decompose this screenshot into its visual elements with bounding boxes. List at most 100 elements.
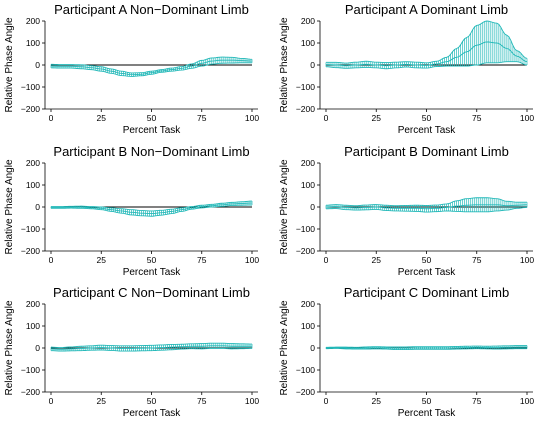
x-tick-label: 100 [520,113,534,123]
x-tick-label: 75 [472,396,482,406]
y-tick-label: −100 [296,82,315,92]
x-tick-label: 0 [49,396,54,406]
x-tick-label: 0 [324,396,329,406]
y-tick-label: 200 [26,299,40,309]
panel-title: Participant C Dominant Limb [344,285,509,300]
x-tick-label: 100 [245,113,259,123]
x-axis-label: Percent Task [123,267,182,278]
x-tick-label: 50 [147,113,157,123]
y-axis-label: Relative Phase Angle [279,159,290,255]
x-tick-label: 25 [372,113,382,123]
y-tick-label: −200 [296,246,315,256]
x-axis-label: Percent Task [398,408,457,419]
upper-sd-line [50,342,253,349]
panel-2: Participant A Dominant Limb 200 100 0 −100 −2… [279,2,534,136]
y-tick-label: −100 [296,224,315,234]
lower-sd-line [51,204,253,217]
y-tick-label: 100 [26,321,40,331]
y-tick-label: 0 [35,60,40,70]
x-tick-label: 25 [97,113,107,123]
y-tick-label: 200 [301,16,315,26]
y-tick-label: −200 [296,387,315,397]
upper-sd-line [326,20,528,64]
panel-title: Participant A Dominant Limb [345,2,508,17]
y-tick-label: 0 [310,343,315,353]
x-tick-label: 100 [520,396,534,406]
y-tick-label: 0 [35,343,40,353]
x-tick-label: 25 [372,396,382,406]
x-axis-label: Percent Task [398,267,457,278]
x-tick-label: 75 [197,396,207,406]
y-axis-label: Relative Phase Angle [279,17,290,113]
mean-line [325,204,528,210]
lower-sd-line [50,347,253,352]
y-tick-label: 0 [310,60,315,70]
y-tick-label: 100 [26,38,40,48]
x-tick-label: 75 [472,255,482,265]
error-bars [50,343,253,352]
y-tick-label: 200 [26,158,40,168]
x-tick-label: 0 [49,113,54,123]
y-tick-label: −200 [21,104,40,114]
x-tick-label: 50 [147,255,157,265]
mean-line [50,59,253,76]
y-tick-label: −100 [21,224,40,234]
y-tick-label: −200 [21,246,40,256]
x-tick-label: 50 [422,396,432,406]
y-axis-label: Relative Phase Angle [4,300,15,396]
y-tick-label: −100 [21,365,40,375]
y-tick-label: 200 [301,299,315,309]
y-tick-label: −200 [296,104,315,114]
panel-5: Participant C Non−Dominant Limb 200 100 0 −1… [4,285,259,419]
panel-4: Participant B Dominant Limb 200 100 0 −100 −2… [279,144,534,278]
x-tick-label: 25 [97,255,107,265]
error-bars [325,21,528,69]
panel-title: Participant B Non−Dominant Limb [53,144,249,159]
x-tick-label: 100 [245,396,259,406]
y-axis-label: Relative Phase Angle [4,159,15,255]
panel-title: Participant B Dominant Limb [344,144,509,159]
x-tick-label: 50 [422,255,432,265]
mean-line [325,346,527,349]
y-tick-label: 100 [301,180,315,190]
panel-6: Participant C Dominant Limb 200 100 0 −100 −2… [279,285,534,419]
y-tick-label: 200 [301,158,315,168]
y-tick-label: −100 [296,365,315,375]
x-axis-label: Percent Task [123,408,182,419]
x-tick-label: 50 [422,113,432,123]
panel-title: Participant C Non−Dominant Limb [53,285,250,300]
x-tick-label: 0 [324,113,329,123]
mean-line [50,345,252,350]
upper-sd-line [50,56,253,74]
y-tick-label: 0 [310,202,315,212]
x-tick-label: 75 [472,113,482,123]
x-tick-label: 0 [49,255,54,265]
panel-1: Participant A Non−Dominant Limb 200 100 0 −1… [4,2,259,136]
x-tick-label: 25 [97,396,107,406]
y-tick-label: 100 [26,180,40,190]
upper-sd-line [325,345,527,348]
x-tick-label: 0 [324,255,329,265]
panel-3: Participant B Non−Dominant Limb 200 100 0 −1… [4,144,259,278]
y-tick-label: 100 [301,321,315,331]
x-axis-label: Percent Task [123,125,182,136]
y-axis-label: Relative Phase Angle [279,300,290,396]
lower-sd-line [325,206,528,213]
panel-title: Participant A Non−Dominant Limb [54,2,249,17]
x-tick-label: 25 [372,255,382,265]
upper-sd-line [325,197,527,207]
y-tick-label: 200 [26,16,40,26]
lower-sd-line [50,62,252,77]
x-tick-label: 100 [245,255,259,265]
y-tick-label: 0 [35,202,40,212]
x-tick-label: 75 [197,113,207,123]
x-tick-label: 100 [520,255,534,265]
y-tick-label: 100 [301,38,315,48]
lower-sd-line [325,347,527,350]
x-axis-label: Percent Task [398,125,457,136]
upper-sd-line [51,200,253,212]
x-tick-label: 75 [197,255,207,265]
lower-sd-line [325,61,528,70]
